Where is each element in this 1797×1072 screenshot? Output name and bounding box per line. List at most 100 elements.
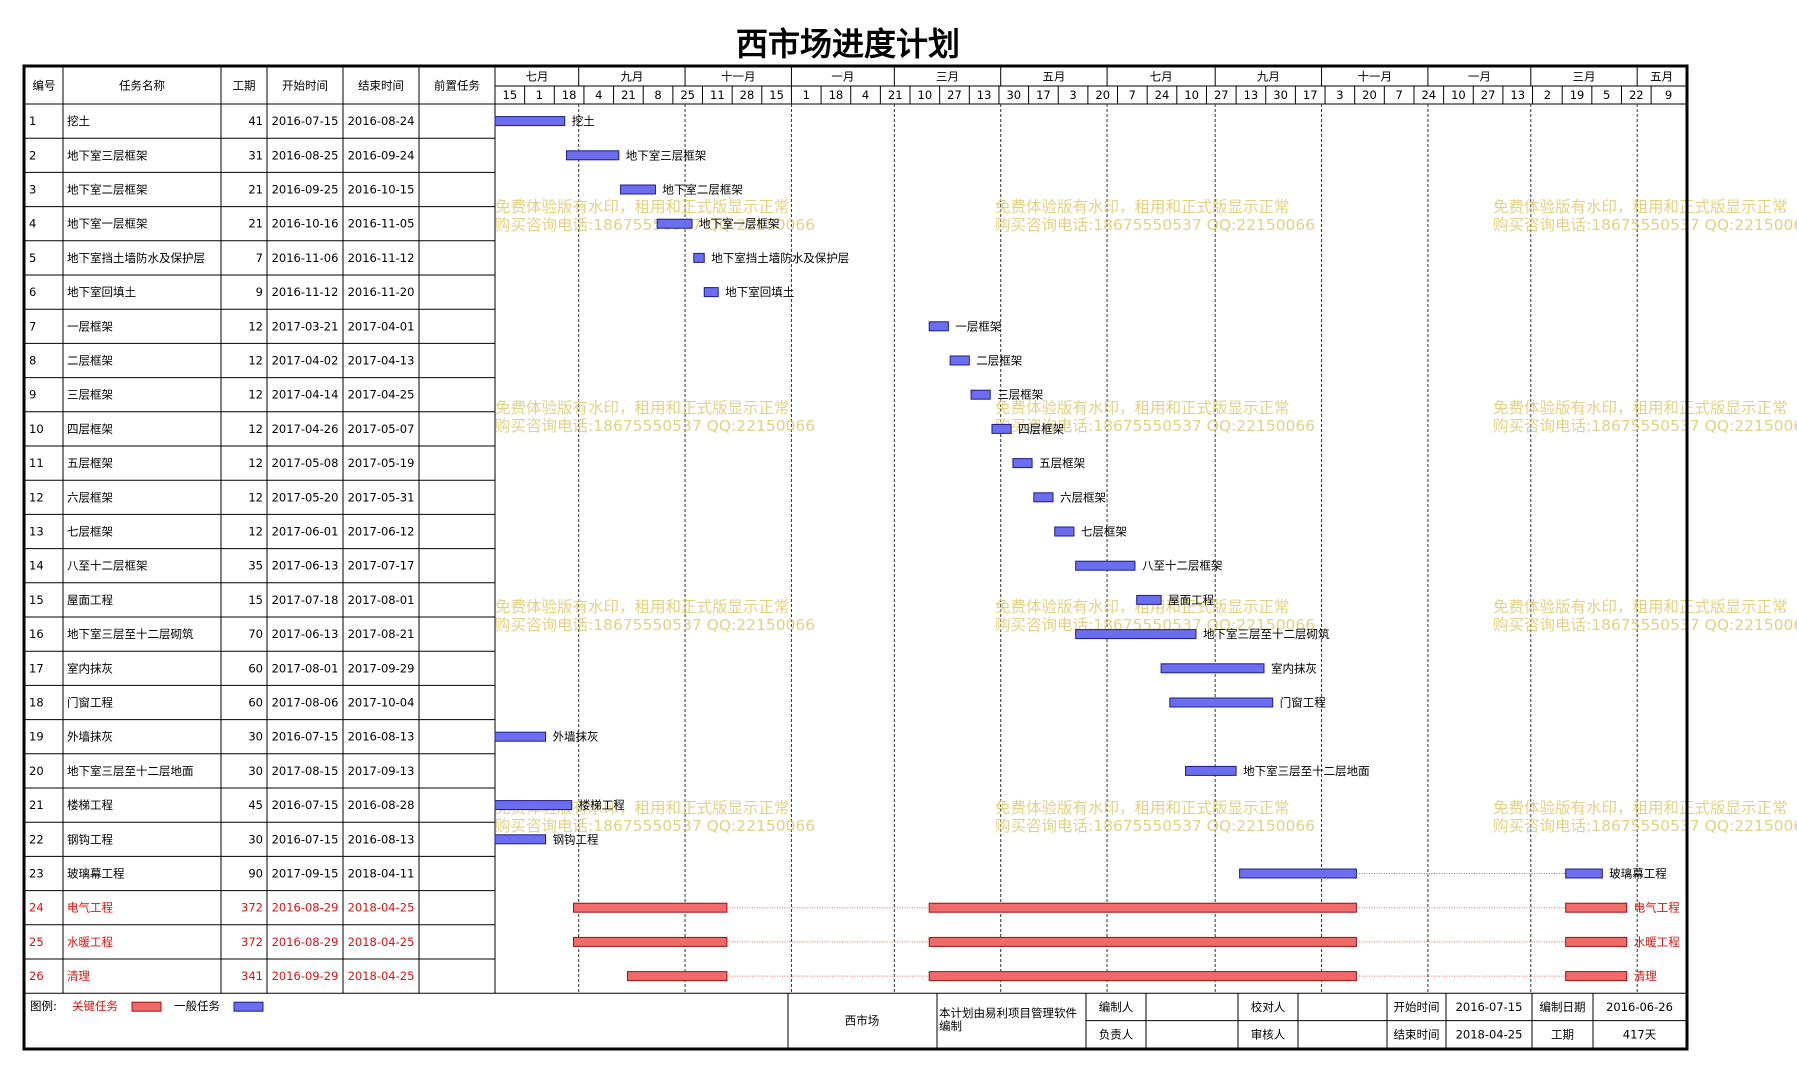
- day-label: 10: [1451, 88, 1466, 102]
- day-label: 11: [710, 88, 725, 102]
- watermark: 购买咨询电话:18675550537 QQ:22150066: [495, 817, 815, 835]
- task-name: 一层框架: [67, 319, 113, 333]
- task-start: 2017-08-06: [272, 696, 339, 710]
- bar-label: 地下室挡土墙防水及保护层: [711, 251, 849, 265]
- day-label: 15: [769, 88, 784, 102]
- task-id: 26: [29, 969, 44, 983]
- month-label: 五月: [1650, 70, 1673, 84]
- task-bar: [1565, 971, 1628, 982]
- watermark: 免费体验版有水印，租用和正式版显示正常: [995, 799, 1290, 817]
- task-duration: 12: [248, 319, 263, 333]
- task-bar: [627, 971, 728, 982]
- task-start: 2017-04-14: [272, 388, 339, 402]
- task-bar: [928, 936, 1357, 947]
- watermark: 购买咨询电话:18675550537 QQ:22150066: [1493, 216, 1797, 234]
- task-bar: [494, 800, 573, 811]
- bar-label: 挖土: [572, 114, 595, 128]
- day-label: 27: [947, 88, 962, 102]
- watermark: 免费体验版有水印，租用和正式版显示正常: [495, 598, 790, 616]
- task-name: 地下室挡土墙防水及保护层: [67, 251, 205, 265]
- task-end: 2017-05-07: [348, 422, 415, 436]
- footer-end: 2018-04-25: [1456, 1027, 1523, 1041]
- month-label: 十一月: [721, 70, 756, 84]
- task-id: 10: [29, 422, 44, 436]
- task-name: 门窗工程: [67, 696, 113, 710]
- task-id: 12: [29, 490, 44, 504]
- task-name: 挖土: [67, 114, 90, 128]
- task-duration: 12: [248, 525, 263, 539]
- task-bar: [949, 355, 970, 366]
- task-bar: [928, 971, 1357, 982]
- task-start: 2017-04-26: [272, 422, 339, 436]
- task-end: 2016-08-13: [348, 730, 415, 744]
- footer-auditor-label: 审核人: [1251, 1027, 1286, 1041]
- task-duration: 7: [256, 251, 263, 265]
- task-end: 2018-04-25: [348, 969, 415, 983]
- task-duration: 21: [248, 217, 263, 231]
- task-end: 2017-05-31: [348, 490, 415, 504]
- day-label: 7: [1395, 88, 1402, 102]
- day-label: 3: [1336, 88, 1343, 102]
- task-duration: 30: [248, 764, 263, 778]
- task-duration: 31: [248, 148, 263, 162]
- day-label: 28: [740, 88, 755, 102]
- task-start: 2016-07-15: [272, 798, 339, 812]
- task-end: 2016-11-05: [348, 217, 415, 231]
- task-name: 清理: [67, 969, 90, 983]
- task-id: 17: [29, 661, 44, 675]
- task-id: 23: [29, 867, 44, 881]
- watermark: 购买咨询电话:18675550537 QQ:22150066: [995, 817, 1315, 835]
- task-name: 室内抹灰: [67, 661, 113, 675]
- bar-label: 六层框架: [1060, 490, 1106, 504]
- task-end: 2017-04-01: [348, 319, 415, 333]
- task-start: 2017-08-01: [272, 661, 339, 675]
- task-start: 2016-10-16: [272, 217, 339, 231]
- watermark: 购买咨询电话:18675550537 QQ:22150066: [995, 417, 1315, 435]
- task-id: 8: [29, 354, 36, 368]
- day-label: 5: [1603, 88, 1610, 102]
- day-label: 1: [803, 88, 810, 102]
- watermark: 免费体验版有水印，租用和正式版显示正常: [495, 198, 790, 216]
- column-header: 工期: [233, 79, 256, 93]
- task-start: 2017-06-13: [272, 627, 339, 641]
- bar-label: 地下室三层至十二层地面: [1243, 764, 1370, 778]
- task-id: 21: [29, 798, 44, 812]
- day-label: 30: [1273, 88, 1288, 102]
- task-bar: [565, 150, 620, 161]
- task-name: 地下室三层至十二层砌筑: [67, 627, 194, 641]
- task-start: 2017-07-18: [272, 593, 339, 607]
- task-duration: 341: [241, 969, 263, 983]
- bar-label: 七层框架: [1081, 525, 1127, 539]
- task-id: 19: [29, 730, 44, 744]
- task-duration: 12: [248, 490, 263, 504]
- task-bar: [1565, 868, 1603, 879]
- bar-label: 地下室三层至十二层砌筑: [1203, 627, 1330, 641]
- footer-project: 西市场: [845, 1014, 880, 1028]
- watermark: 购买咨询电话:18675550537 QQ:22150066: [495, 616, 815, 634]
- task-bar: [1565, 902, 1628, 913]
- footer-duration: 417天: [1623, 1027, 1657, 1041]
- bar-label: 三层框架: [997, 388, 1043, 402]
- watermark: 免费体验版有水印，租用和正式版显示正常: [995, 399, 1290, 417]
- watermark: 购买咨询电话:18675550537 QQ:22150066: [495, 216, 815, 234]
- month-label: 五月: [1042, 70, 1065, 84]
- task-start: 2017-05-20: [272, 490, 339, 504]
- watermark: 购买咨询电话:18675550537 QQ:22150066: [1493, 616, 1797, 634]
- watermark: 免费体验版有水印，租用和正式版显示正常: [995, 198, 1290, 216]
- task-end: 2016-11-20: [348, 285, 415, 299]
- watermark: 免费体验版有水印，租用和正式版显示正常: [495, 399, 790, 417]
- task-duration: 30: [248, 730, 263, 744]
- task-end: 2017-09-29: [348, 661, 415, 675]
- watermark: 购买咨询电话:18675550537 QQ:22150066: [1493, 417, 1797, 435]
- bar-label: 钢钩工程: [553, 832, 599, 846]
- task-duration: 60: [248, 696, 263, 710]
- watermark: 购买咨询电话:18675550537 QQ:22150066: [995, 216, 1315, 234]
- month-label: 一月: [1468, 70, 1491, 84]
- task-id: 9: [29, 388, 36, 402]
- task-id: 22: [29, 832, 44, 846]
- task-id: 6: [29, 285, 36, 299]
- footer-end-label: 结束时间: [1394, 1027, 1440, 1041]
- bar-label: 五层框架: [1039, 456, 1085, 470]
- task-duration: 12: [248, 354, 263, 368]
